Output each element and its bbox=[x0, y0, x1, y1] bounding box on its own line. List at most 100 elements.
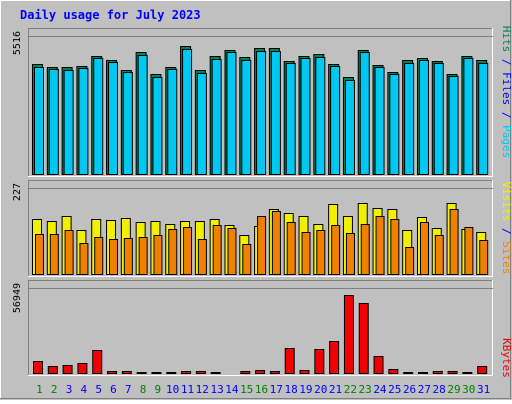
sites-bar-day-5 bbox=[94, 237, 104, 275]
kbytes-bar-day-3 bbox=[62, 365, 73, 374]
files-bar-day-16 bbox=[256, 51, 267, 175]
kbytes-bar-day-11 bbox=[181, 371, 192, 374]
kbytes-bar-day-10 bbox=[166, 372, 177, 374]
x-tick-label-day-31: 31 bbox=[477, 383, 490, 396]
x-tick-label-day-25: 25 bbox=[388, 383, 401, 396]
files-bar-day-10 bbox=[167, 69, 178, 175]
kbytes-bar-day-15 bbox=[240, 371, 251, 374]
sites-bar-day-3 bbox=[64, 230, 74, 275]
x-tick-label-day-11: 11 bbox=[181, 383, 194, 396]
files-bar-day-3 bbox=[63, 70, 74, 175]
kbytes-bar-day-19 bbox=[299, 370, 310, 374]
x-tick-label-day-17: 17 bbox=[270, 383, 283, 396]
files-bar-day-15 bbox=[241, 60, 252, 175]
sites-bar-day-27 bbox=[419, 222, 429, 275]
legend-separator: / bbox=[500, 221, 512, 241]
files-bar-day-2 bbox=[48, 69, 59, 175]
files-bar-day-17 bbox=[270, 51, 281, 175]
x-tick-label-day-9: 9 bbox=[155, 383, 162, 396]
kbytes-bar-day-2 bbox=[47, 366, 58, 374]
legend-separator: / bbox=[500, 105, 512, 125]
kbytes-bar-day-20 bbox=[314, 349, 325, 374]
sites-bar-day-19 bbox=[301, 232, 311, 275]
x-tick-label-day-3: 3 bbox=[66, 383, 73, 396]
kbytes-bar-day-8 bbox=[136, 372, 147, 374]
kbytes-bar-day-22 bbox=[343, 295, 354, 374]
x-tick-label-day-15: 15 bbox=[240, 383, 253, 396]
sites-bar-day-18 bbox=[286, 222, 296, 275]
x-tick-label-day-1: 1 bbox=[36, 383, 43, 396]
sites-bar-day-29 bbox=[449, 209, 459, 275]
x-tick-label-day-5: 5 bbox=[95, 383, 102, 396]
sites-bar-day-11 bbox=[183, 227, 193, 275]
kbytes-bar-day-29 bbox=[447, 371, 458, 374]
sites-bar-day-4 bbox=[79, 243, 89, 275]
kbytes-bar-day-17 bbox=[269, 371, 280, 374]
x-tick-label-day-7: 7 bbox=[125, 383, 132, 396]
x-tick-label-day-18: 18 bbox=[284, 383, 297, 396]
sites-bar-day-8 bbox=[138, 237, 148, 275]
sites-bar-day-28 bbox=[434, 235, 444, 275]
kbytes-bar-day-5 bbox=[92, 350, 103, 374]
kbytes-bar-day-21 bbox=[329, 341, 340, 374]
sites-bar-day-26 bbox=[405, 247, 415, 275]
files-bar-day-30 bbox=[463, 58, 474, 175]
files-bar-day-24 bbox=[374, 67, 385, 175]
files-bar-day-27 bbox=[418, 60, 429, 175]
x-tick-label-day-8: 8 bbox=[140, 383, 147, 396]
pages-legend-label: Pages bbox=[500, 125, 512, 158]
visits-sites-max-label: 227 bbox=[12, 183, 23, 201]
kbytes-bar-day-23 bbox=[358, 303, 369, 374]
files-bar-day-14 bbox=[226, 52, 237, 175]
sites-bar-day-6 bbox=[109, 239, 119, 275]
x-tick-label-day-22: 22 bbox=[344, 383, 357, 396]
x-tick-label-day-21: 21 bbox=[329, 383, 342, 396]
files-bar-day-8 bbox=[137, 55, 148, 175]
sites-bar-day-1 bbox=[35, 234, 44, 275]
sites-bar-day-25 bbox=[390, 219, 400, 275]
sites-legend-label: Sites bbox=[500, 241, 512, 274]
x-tick-label-day-20: 20 bbox=[314, 383, 327, 396]
sites-bar-day-9 bbox=[153, 235, 163, 275]
chart-panels: 5516 227 56949 Hits / Files / Pages Visits /… bbox=[12, 26, 512, 378]
x-tick-label-day-27: 27 bbox=[418, 383, 431, 396]
sites-bar-day-2 bbox=[49, 234, 59, 275]
files-bar-day-5 bbox=[93, 58, 104, 175]
files-bar-day-26 bbox=[404, 63, 415, 175]
panel-kbytes-legend: KBytes bbox=[500, 338, 512, 378]
kbytes-bar-day-6 bbox=[107, 371, 118, 374]
sites-bar-day-12 bbox=[197, 239, 207, 275]
sites-bar-day-24 bbox=[375, 216, 385, 275]
files-bar-day-12 bbox=[196, 73, 207, 175]
files-bar-day-31 bbox=[478, 63, 489, 175]
files-bar-day-7 bbox=[122, 72, 133, 175]
x-tick-label-day-10: 10 bbox=[166, 383, 179, 396]
chart-title: Daily usage for July 2023 bbox=[20, 8, 201, 22]
files-bar-day-19 bbox=[300, 58, 311, 175]
files-bar-day-11 bbox=[182, 49, 193, 175]
x-tick-label-day-6: 6 bbox=[110, 383, 117, 396]
visits-legend-label: Visits bbox=[500, 182, 512, 222]
files-bar-day-22 bbox=[344, 80, 355, 175]
sites-bar-day-14 bbox=[227, 228, 237, 275]
sites-bar-day-7 bbox=[123, 238, 133, 275]
legend-separator: / bbox=[500, 52, 512, 72]
x-tick-label-day-19: 19 bbox=[299, 383, 312, 396]
files-bar-day-21 bbox=[330, 66, 341, 175]
kbytes-bar-day-12 bbox=[195, 371, 206, 374]
files-bar-day-1 bbox=[34, 67, 44, 175]
kbytes-bar-day-18 bbox=[284, 348, 295, 374]
sites-bar-day-30 bbox=[464, 227, 474, 275]
kbytes-bar-day-16 bbox=[255, 370, 266, 374]
kbytes-bar-day-7 bbox=[121, 371, 132, 374]
x-tick-label-day-24: 24 bbox=[373, 383, 387, 396]
sites-bar-day-31 bbox=[479, 240, 489, 275]
kbytes-bar-day-31 bbox=[477, 366, 488, 374]
files-bar-day-29 bbox=[448, 76, 459, 175]
kbytes-bar-day-30 bbox=[462, 372, 473, 374]
kbytes-bar-day-24 bbox=[373, 356, 384, 374]
kbytes-legend-label: KBytes bbox=[500, 338, 512, 378]
x-tick-label-day-16: 16 bbox=[255, 383, 268, 396]
